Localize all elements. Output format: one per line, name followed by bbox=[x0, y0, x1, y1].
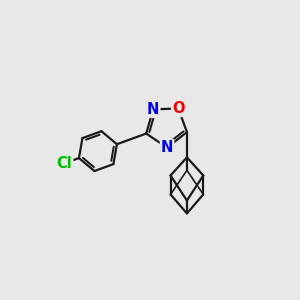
Text: O: O bbox=[172, 101, 184, 116]
Text: Cl: Cl bbox=[56, 156, 72, 171]
Text: N: N bbox=[147, 102, 159, 117]
Text: N: N bbox=[161, 140, 173, 155]
